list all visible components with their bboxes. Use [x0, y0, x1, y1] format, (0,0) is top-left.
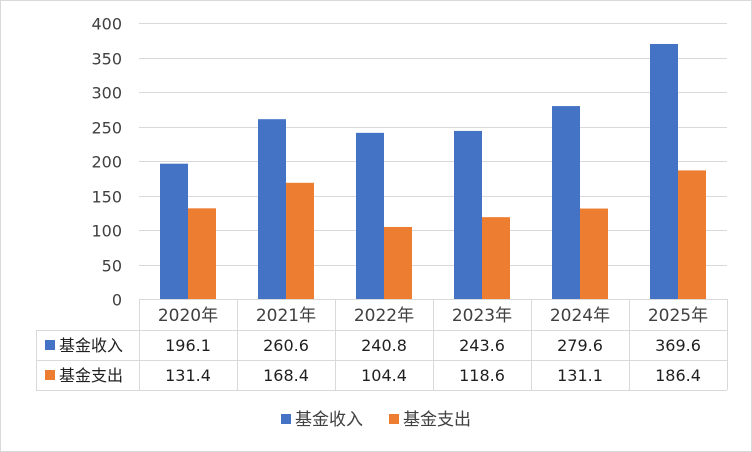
data-label: 240.8 — [361, 336, 407, 355]
data-label: 118.6 — [459, 366, 505, 385]
legend-label: 基金收入 — [295, 410, 363, 430]
y-tick-label: 200 — [91, 153, 122, 172]
table-series-label: 基金收入 — [59, 336, 123, 355]
y-tick-label: 350 — [91, 50, 122, 69]
y-tick-label: 300 — [91, 84, 122, 103]
bar-expense — [678, 170, 706, 299]
table-series-label: 基金支出 — [59, 366, 123, 385]
data-label: 279.6 — [557, 336, 603, 355]
table-legend-key — [45, 340, 55, 350]
y-tick-label: 100 — [91, 222, 122, 241]
legend-label: 基金支出 — [403, 410, 471, 430]
data-label: 131.4 — [165, 366, 211, 385]
data-label: 196.1 — [165, 336, 211, 355]
y-tick-label: 0 — [112, 291, 122, 310]
bar-income — [650, 43, 678, 300]
y-tick-label: 150 — [91, 188, 122, 207]
x-tick-label: 2024年 — [550, 306, 610, 326]
bar-income — [160, 163, 188, 299]
y-tick-label: 50 — [102, 257, 122, 276]
data-label: 260.6 — [263, 336, 309, 355]
bar-income — [454, 130, 482, 299]
data-label: 168.4 — [263, 366, 309, 385]
bar-expense — [580, 208, 608, 299]
bar-income — [258, 119, 286, 299]
data-label: 186.4 — [655, 366, 701, 385]
y-tick-label: 400 — [91, 15, 122, 34]
bar-expense — [188, 208, 216, 299]
data-label: 243.6 — [459, 336, 505, 355]
bar-expense — [482, 217, 510, 299]
bar-income — [552, 106, 580, 300]
legend-swatch — [281, 414, 291, 424]
bar-expense — [384, 226, 412, 299]
x-tick-label: 2020年 — [158, 306, 218, 326]
x-tick-label: 2022年 — [354, 306, 414, 326]
x-tick-label: 2025年 — [648, 306, 708, 326]
legend-swatch — [389, 414, 399, 424]
x-tick-label: 2023年 — [452, 306, 512, 326]
data-label: 369.6 — [655, 336, 701, 355]
bar-income — [356, 132, 384, 299]
data-label: 131.1 — [557, 366, 603, 385]
table-legend-key — [45, 370, 55, 380]
data-label: 104.4 — [361, 366, 407, 385]
x-tick-label: 2021年 — [256, 306, 316, 326]
y-tick-label: 250 — [91, 119, 122, 138]
bar-expense — [286, 182, 314, 299]
